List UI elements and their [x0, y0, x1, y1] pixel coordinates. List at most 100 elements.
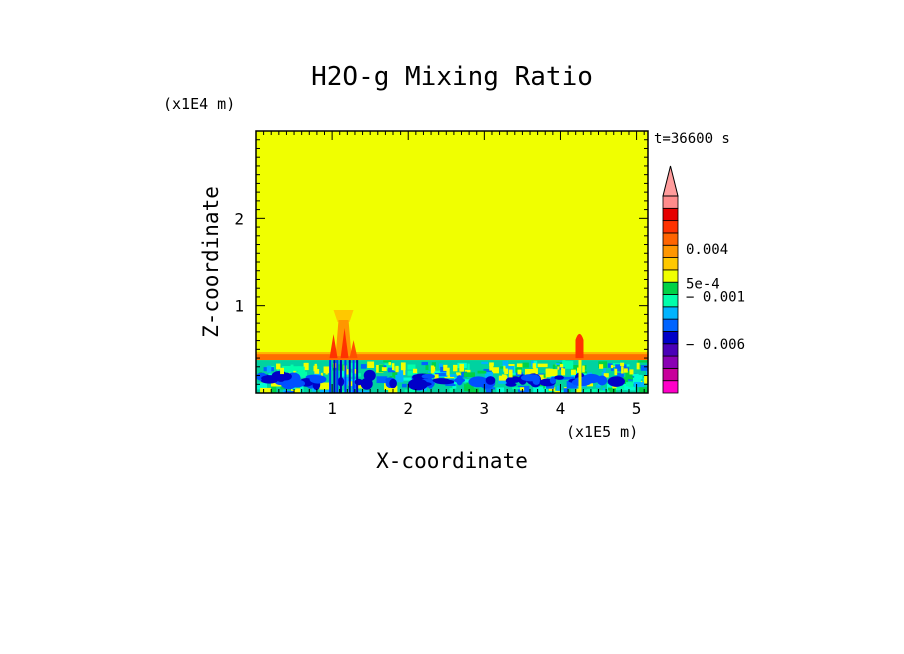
plume-column	[356, 360, 359, 393]
boundary-cell	[603, 367, 606, 373]
boundary-cell	[357, 390, 370, 393]
boundary-speckle	[400, 362, 406, 371]
boundary-cell	[566, 380, 578, 389]
colorbar-extend-arrow	[662, 165, 679, 197]
boundary-cell	[425, 364, 429, 370]
boundary-speckle	[391, 363, 395, 371]
boundary-cell	[601, 371, 606, 380]
plume-spike	[329, 334, 338, 359]
boundary-cell	[518, 390, 529, 393]
boundary-cell	[610, 368, 614, 371]
boundary-speckle	[453, 364, 458, 372]
boundary-blob	[582, 373, 601, 384]
colorbar: 0.004 5e-4− 0.001 − 0.006	[662, 165, 745, 394]
boundary-cell	[467, 363, 470, 371]
x-tick-label: 3	[480, 399, 490, 418]
boundary-cell	[552, 364, 556, 372]
boundary-cell	[485, 387, 492, 393]
boundary-cell	[323, 366, 331, 374]
x-ticks: 1 2 3 4 5	[327, 399, 641, 418]
boundary-top-orange	[256, 354, 648, 361]
colorbar-segment	[662, 269, 679, 283]
boundary-speckle	[503, 366, 506, 372]
boundary-cell	[640, 365, 648, 371]
plume-column	[333, 360, 336, 393]
boundary-cell	[483, 368, 492, 373]
boundary-cell	[439, 363, 443, 369]
y-tick-label: 1	[234, 297, 244, 316]
boundary-cell	[502, 360, 509, 366]
boundary-speckle	[432, 366, 436, 372]
boundary-cell	[344, 372, 352, 377]
boundary-speckle	[489, 362, 494, 366]
boundary-cell	[608, 387, 617, 393]
boundary-blob	[280, 378, 297, 390]
boundary-cell	[500, 366, 506, 369]
boundary-cell	[389, 376, 393, 379]
boundary-cell	[543, 374, 546, 378]
boundary-cell	[637, 360, 648, 363]
boundary-cell	[484, 372, 494, 380]
boundary-speckle	[459, 363, 465, 372]
boundary-blob	[509, 376, 521, 383]
boundary-cell	[404, 389, 417, 393]
boundary-blob	[407, 378, 428, 391]
chart-title: H2O-g Mixing Ratio	[311, 62, 593, 92]
boundary-top-amber	[256, 352, 648, 355]
boundary-speckle	[280, 367, 285, 375]
boundary-cell	[634, 374, 643, 380]
boundary-speckle	[620, 362, 625, 367]
colorbar-segment	[662, 281, 679, 295]
boundary-cell	[383, 360, 392, 363]
plot-frame	[255, 130, 649, 394]
boundary-blob	[453, 377, 466, 383]
colorbar-label: 5e-4	[686, 277, 720, 293]
boundary-cell	[456, 372, 461, 376]
boundary-cell	[519, 387, 525, 391]
boundary-cell	[516, 363, 525, 368]
boundary-speckle	[508, 369, 513, 378]
boundary-cell	[342, 377, 351, 386]
colorbar-segment	[662, 195, 679, 209]
boundary-speckle	[599, 364, 604, 369]
boundary-cell	[506, 364, 509, 367]
boundary-blob	[421, 373, 435, 379]
colorbar-segment	[662, 306, 679, 320]
boundary-cell	[586, 388, 597, 393]
boundary-cell	[300, 385, 304, 393]
boundary-cell	[401, 377, 414, 381]
plume-core	[575, 333, 584, 359]
plume-spike	[349, 340, 358, 359]
boundary-speckle	[534, 368, 538, 373]
boundary-blob	[434, 379, 455, 385]
boundary-cell	[505, 366, 515, 373]
boundary-cell	[352, 384, 358, 389]
boundary-speckle	[314, 363, 317, 368]
boundary-cell	[646, 371, 648, 376]
boundary-cell	[522, 362, 529, 368]
boundary-speckle	[395, 365, 399, 373]
colorbar-segment	[662, 207, 679, 222]
boundary-cell	[537, 383, 545, 389]
boundary-speckle	[610, 364, 614, 369]
x-axis-label: X-coordinate	[376, 449, 528, 473]
boundary-speckle	[545, 368, 551, 373]
boundary-speckle	[517, 369, 522, 375]
boundary-cell	[384, 363, 393, 369]
boundary-speckle	[557, 366, 560, 370]
boundary-cell	[257, 382, 267, 390]
boundary-cell	[266, 365, 272, 373]
boundary-cell	[376, 376, 388, 384]
x-tick-label: 1	[327, 399, 337, 418]
boundary-cell	[524, 369, 535, 377]
boundary-speckle	[559, 364, 564, 368]
boundary-blob	[520, 374, 540, 382]
boundary-cell	[556, 367, 565, 370]
boundary-cell	[444, 375, 455, 379]
boundary-speckle	[403, 369, 406, 376]
boundary-speckle	[629, 369, 634, 375]
boundary-cell	[464, 384, 474, 392]
boundary-speckle	[570, 369, 576, 375]
boundary-cell	[407, 364, 416, 370]
time-label: t=36600 s	[654, 131, 730, 147]
